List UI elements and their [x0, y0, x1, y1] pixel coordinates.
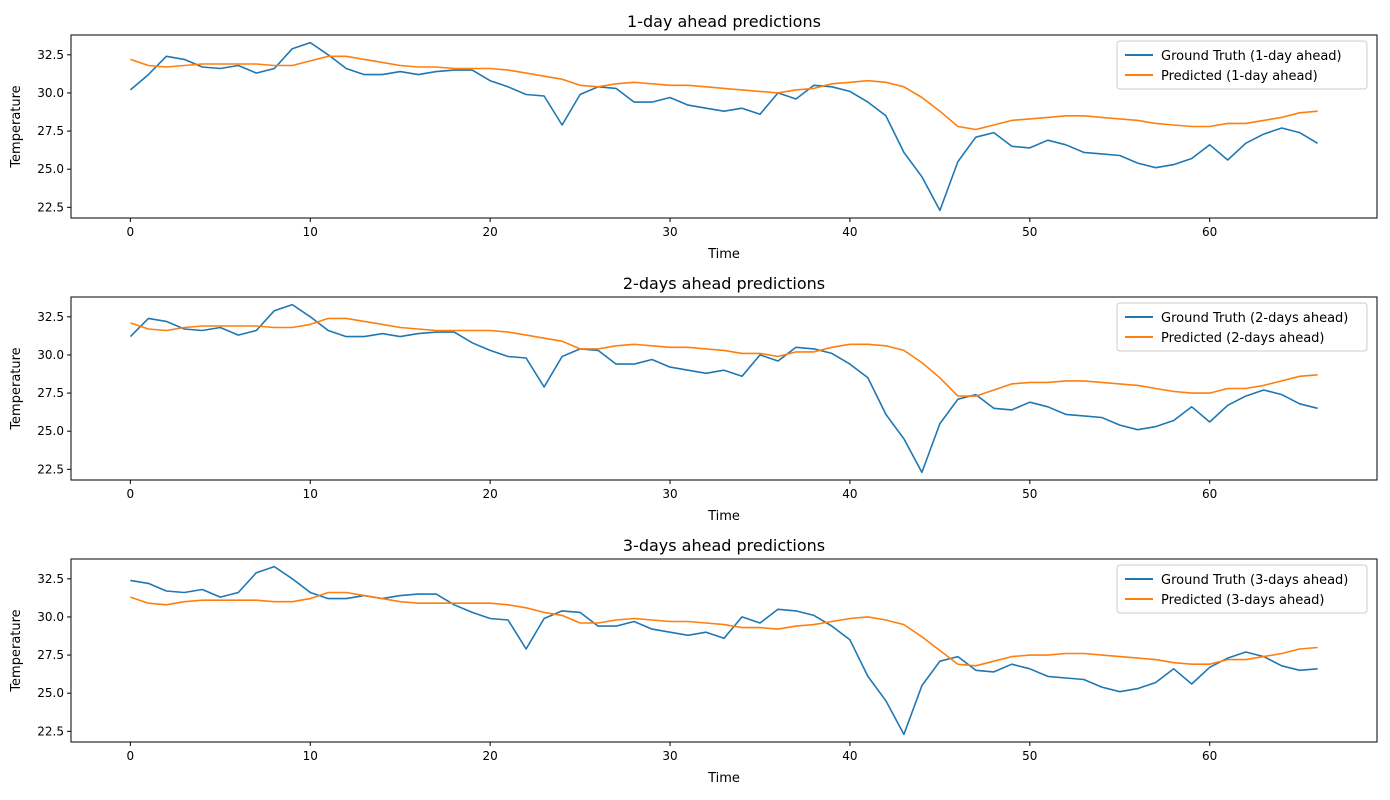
x-tick-label: 30	[662, 225, 677, 239]
x-axis-label: Time	[707, 771, 740, 786]
subplot-1: 1-day ahead predictions 0 10 20 30 40 50 60 22.5…	[9, 12, 1378, 262]
series-line-1	[129, 303, 1318, 474]
y-axis-label: Temperature	[9, 85, 24, 168]
y-tick-label: 27.5	[37, 124, 64, 138]
y-tick-label: 22.5	[37, 200, 64, 214]
x-tick-label: 60	[1202, 487, 1217, 501]
x-tick-label: 20	[483, 749, 498, 763]
y-tick-label: 30.0	[37, 610, 64, 624]
y-tick-label: 30.0	[37, 86, 64, 100]
series-line-2	[130, 317, 1318, 397]
x-tick-label: 20	[483, 487, 498, 501]
legend-box	[1116, 40, 1368, 90]
x-axis-label: Time	[707, 247, 740, 262]
y-tick-label: 32.5	[37, 572, 64, 586]
x-tick-label: 0	[127, 487, 135, 501]
legend-box	[1116, 564, 1368, 614]
y-axis-label: Temperature	[9, 609, 24, 692]
chart-title: 3-days ahead predictions	[623, 536, 825, 555]
plot-frame	[70, 296, 1378, 481]
x-tick-label: 10	[303, 487, 318, 501]
x-tick-label: 10	[303, 749, 318, 763]
x-tick-label: 50	[1022, 225, 1037, 239]
legend: Ground Truth (1-day ahead) Predicted (1-d…	[1116, 40, 1368, 90]
x-tick-label: 40	[842, 225, 857, 239]
legend-label-1: Ground Truth (2-days ahead)	[1161, 311, 1348, 326]
series-line-2	[130, 591, 1318, 667]
x-tick-label: 40	[842, 487, 857, 501]
y-tick-label: 30.0	[37, 348, 64, 362]
legend-label-1: Ground Truth (1-day ahead)	[1161, 49, 1342, 64]
y-axis-label: Temperature	[9, 347, 24, 430]
x-tick-label: 20	[483, 225, 498, 239]
series-line-1	[130, 565, 1318, 736]
y-tick-label: 25.0	[37, 162, 64, 176]
y-tick-label: 27.5	[37, 648, 64, 662]
y-tick-label: 25.0	[37, 424, 64, 438]
x-tick-label: 30	[662, 487, 677, 501]
x-tick-label: 0	[127, 225, 135, 239]
x-tick-label: 30	[662, 749, 677, 763]
y-tick-label: 32.5	[37, 310, 64, 324]
x-tick-label: 10	[303, 225, 318, 239]
y-tick-label: 22.5	[37, 724, 64, 738]
y-tick-label: 25.0	[37, 686, 64, 700]
y-tick-label: 27.5	[37, 386, 64, 400]
legend: Ground Truth (3-days ahead) Predicted (3-…	[1116, 564, 1368, 614]
chart-title: 2-days ahead predictions	[623, 274, 825, 293]
plot-frame	[70, 558, 1378, 743]
y-tick-label: 22.5	[37, 462, 64, 476]
legend-label-2: Predicted (1-day ahead)	[1161, 69, 1318, 84]
y-tick-label: 32.5	[37, 48, 64, 62]
series-line-1	[129, 41, 1319, 212]
subplot-2: 2-days ahead predictions 0 10 20 30 40 50 60 22.…	[9, 274, 1378, 524]
series-line-2	[130, 55, 1318, 131]
x-axis-label: Time	[707, 509, 740, 524]
plot-frame	[70, 34, 1378, 219]
subplot-3: 3-days ahead predictions 0 10 20 30 40 50 60 22.…	[9, 536, 1378, 786]
chart-title: 1-day ahead predictions	[627, 12, 821, 31]
x-tick-label: 40	[842, 749, 857, 763]
legend-label-2: Predicted (2-days ahead)	[1161, 331, 1325, 346]
x-tick-label: 60	[1202, 225, 1217, 239]
x-tick-label: 0	[127, 749, 135, 763]
legend: Ground Truth (2-days ahead) Predicted (2-…	[1116, 302, 1368, 352]
x-tick-label: 50	[1022, 487, 1037, 501]
legend-label-2: Predicted (3-days ahead)	[1161, 593, 1325, 608]
legend-label-1: Ground Truth (3-days ahead)	[1161, 573, 1348, 588]
x-tick-label: 60	[1202, 749, 1217, 763]
legend-box	[1116, 302, 1368, 352]
x-tick-label: 50	[1022, 749, 1037, 763]
